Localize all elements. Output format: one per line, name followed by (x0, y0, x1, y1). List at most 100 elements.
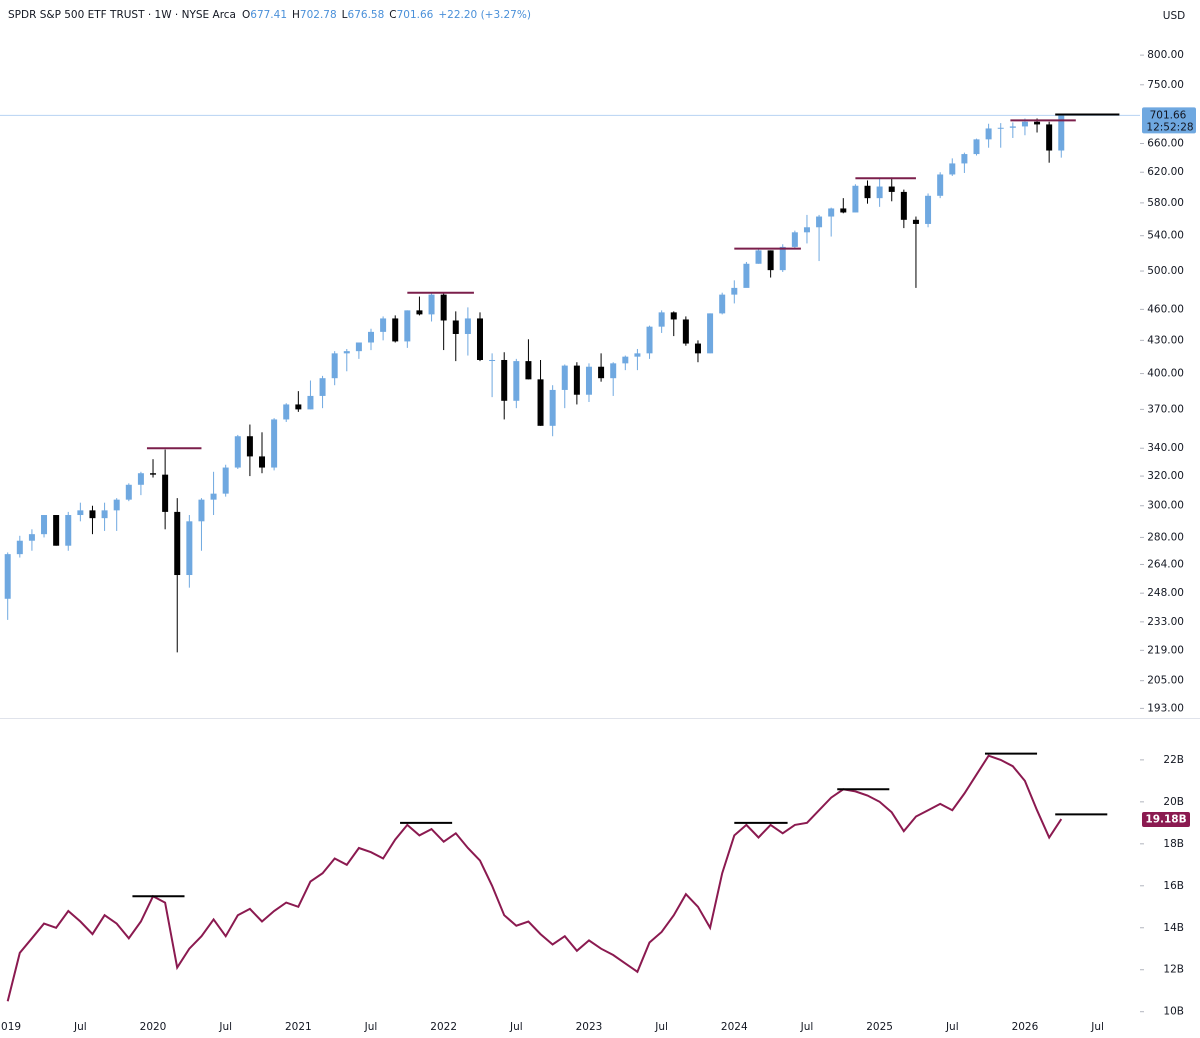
y-tick-label: 340.00 (1147, 442, 1184, 454)
candle-body (755, 250, 762, 264)
ohlc-key: H (292, 9, 300, 21)
y-tick-label: 18B (1163, 838, 1184, 850)
candle-body (779, 246, 786, 271)
candle-body (464, 318, 471, 334)
candle-body (392, 318, 399, 342)
y-tick-label: 14B (1163, 922, 1184, 934)
y-tick-label: 248.00 (1147, 587, 1184, 599)
candle-body (452, 320, 459, 334)
candle-body (53, 515, 60, 546)
candle-body (101, 510, 108, 519)
candle-body (731, 287, 738, 295)
candle-body (4, 554, 11, 599)
candle-body (271, 419, 278, 468)
candle-body (186, 521, 193, 576)
candle-body (610, 363, 617, 379)
candle-body (380, 318, 387, 332)
candle-body (295, 404, 302, 410)
y-tick-label: 205.00 (1147, 675, 1184, 687)
y-tick-label: 20B (1163, 796, 1184, 808)
candle-body (876, 186, 883, 199)
candle-body (513, 361, 520, 401)
candle-body (743, 263, 750, 288)
candle-body (259, 456, 266, 468)
candle-body (41, 515, 48, 535)
candle-body (137, 473, 144, 485)
x-tick-label: 2019 (0, 1021, 21, 1033)
y-tick-label: 16B (1163, 880, 1184, 892)
ohlc-key: C (389, 9, 396, 21)
candle-body (997, 127, 1004, 129)
x-tick-label: Jul (73, 1021, 87, 1033)
candle-body (949, 163, 956, 175)
candle-body (658, 312, 665, 327)
y-tick-label: 370.00 (1147, 403, 1184, 415)
candle-body (234, 436, 241, 468)
candle-body (598, 366, 605, 379)
candle-body (973, 139, 980, 155)
candle-body (622, 356, 629, 364)
x-tick-label: Jul (800, 1021, 814, 1033)
candle-body (694, 343, 701, 354)
candle-body (707, 313, 714, 354)
candle-body (343, 351, 350, 354)
candle-body (489, 359, 496, 361)
x-tick-label: 2021 (285, 1021, 312, 1033)
last-price-label: 701.66 (1150, 109, 1187, 121)
y-tick-label: 12B (1163, 964, 1184, 976)
last-value-box (1142, 812, 1190, 828)
candle-body (888, 186, 895, 192)
candle-body (1046, 124, 1053, 151)
y-tick-label: 500.00 (1147, 265, 1184, 277)
x-tick-label: 2024 (721, 1021, 748, 1033)
y-tick-label: 233.00 (1147, 616, 1184, 628)
candle-body (440, 294, 447, 321)
x-tick-label: Jul (1090, 1021, 1104, 1033)
y-tick-label: 660.00 (1147, 138, 1184, 150)
candle-body (283, 404, 290, 420)
header: SPDR S&P 500 ETF TRUST · 1W · NYSE Arca O… (8, 9, 531, 21)
candle-body (89, 510, 96, 519)
candle-body (416, 310, 423, 315)
symbol-title: SPDR S&P 500 ETF TRUST · 1W · NYSE Arca (8, 9, 236, 21)
candle-body (900, 191, 907, 220)
candle-body (985, 128, 992, 140)
candle-body (549, 389, 556, 426)
candle-body (65, 515, 72, 546)
candle-body (331, 353, 338, 379)
y-tick-label: 10B (1163, 1006, 1184, 1018)
countdown: 12:52:28 (1146, 121, 1193, 133)
y-tick-label: 320.00 (1147, 470, 1184, 482)
candle-body (1058, 115, 1065, 151)
y-tick-label: 580.00 (1147, 197, 1184, 209)
y-tick-label: 219.00 (1147, 644, 1184, 656)
ohlc-value: 676.58 (348, 9, 385, 21)
candle-body (210, 493, 217, 500)
y-tick-label: 400.00 (1147, 368, 1184, 380)
x-tick-label: 2023 (576, 1021, 603, 1033)
candle-body (150, 473, 157, 475)
x-tick-label: 2026 (1012, 1021, 1039, 1033)
y-tick-label: 750.00 (1147, 79, 1184, 91)
candle-body (28, 534, 35, 541)
candle-body (222, 467, 229, 494)
ohlc-key: O (242, 9, 250, 21)
candle-body (828, 208, 835, 217)
candle-body (646, 326, 653, 354)
candle-body (719, 294, 726, 314)
candle-body (767, 250, 774, 271)
candle-body (791, 232, 798, 247)
candle-body (525, 361, 532, 380)
candle-body (937, 174, 944, 196)
candle-body (1021, 121, 1028, 127)
candle-body (803, 227, 810, 233)
series-line (6, 754, 1063, 1002)
candle-body (670, 312, 677, 320)
y-tick-label: 430.00 (1147, 334, 1184, 346)
x-tick-label: 2025 (866, 1021, 893, 1033)
candle-body (476, 318, 483, 360)
y-tick-label: 620.00 (1147, 166, 1184, 178)
candle-body (428, 294, 435, 315)
y-tick-label: 540.00 (1147, 230, 1184, 242)
